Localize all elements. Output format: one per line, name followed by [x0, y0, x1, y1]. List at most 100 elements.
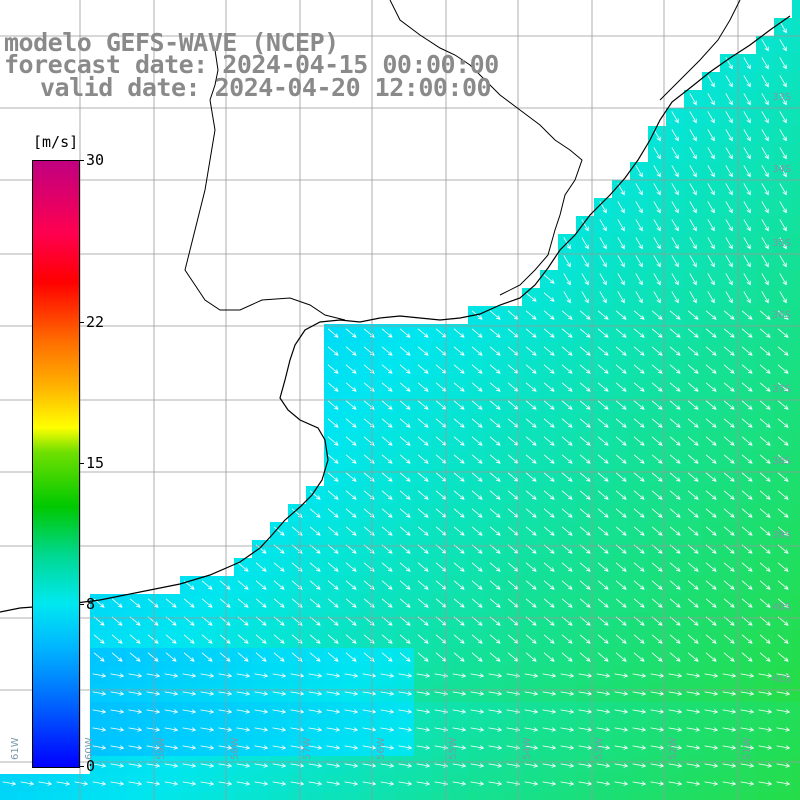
wind-arrow [689, 219, 697, 232]
wind-arrow [290, 781, 305, 786]
wind-arrow [471, 634, 483, 644]
colorbar-tick-mark [79, 604, 84, 606]
wind-arrow [777, 328, 789, 338]
wind-arrow [129, 634, 141, 644]
wind-arrow [381, 652, 393, 662]
wind-cell [648, 792, 667, 800]
wind-arrow [653, 219, 661, 232]
wind-arrow [759, 418, 771, 428]
wind-arrow [471, 346, 483, 356]
wind-arrow [581, 273, 589, 286]
wind-arrow [743, 237, 751, 250]
wind-arrow [254, 673, 269, 678]
wind-cell [792, 756, 800, 775]
wind-arrow [653, 255, 661, 268]
wind-arrow [146, 691, 161, 696]
wind-arrow [687, 598, 699, 608]
wind-arrow [596, 745, 611, 750]
wind-arrow [743, 165, 751, 178]
wind-arrow [668, 709, 683, 714]
wind-arrow [236, 673, 251, 678]
wind-arrow [165, 652, 177, 662]
wind-arrow [651, 436, 663, 446]
wind-arrow [471, 580, 483, 590]
wind-arrow [561, 562, 573, 572]
wind-arrow [345, 490, 357, 500]
wind-arrow [741, 562, 753, 572]
wind-arrow [344, 781, 359, 786]
wind-arrow [399, 328, 411, 338]
wind-arrow [761, 93, 769, 106]
wind-arrow [561, 328, 573, 338]
wind-cell [432, 792, 451, 800]
wind-cell [144, 792, 163, 800]
wind-arrow [563, 273, 571, 286]
wind-arrow [434, 763, 449, 768]
wind-arrow [741, 454, 753, 464]
wind-cell [18, 792, 37, 800]
wind-arrow [146, 673, 161, 678]
wind-arrow [759, 382, 771, 392]
wind-cell [180, 792, 199, 800]
wind-cell [792, 126, 800, 145]
wind-arrow [777, 472, 789, 482]
wind-cell [252, 792, 271, 800]
wind-arrow [309, 490, 321, 500]
wind-arrow [489, 472, 501, 482]
wind-arrow [579, 346, 591, 356]
wind-arrow [128, 673, 143, 678]
wind-arrow [650, 745, 665, 750]
wind-arrow [399, 472, 411, 482]
wind-arrow [471, 436, 483, 446]
wind-arrow [632, 709, 647, 714]
wind-arrow [759, 562, 771, 572]
wind-arrow [362, 745, 377, 750]
wind-arrow [272, 781, 287, 786]
wind-arrow [579, 436, 591, 446]
wind-arrow [525, 472, 537, 482]
wind-arrow [758, 691, 773, 696]
wind-arrow [779, 219, 787, 232]
wind-arrow [651, 328, 663, 338]
wind-arrow [651, 454, 663, 464]
wind-arrow [614, 727, 629, 732]
wind-arrow [146, 781, 161, 786]
wind-arrow [489, 400, 501, 410]
wind-arrow [686, 709, 701, 714]
wind-arrow [327, 490, 339, 500]
wind-arrow [398, 727, 413, 732]
wind-arrow [777, 562, 789, 572]
wind-arrow [453, 634, 465, 644]
wind-arrow [617, 291, 625, 304]
wind-arrow [218, 727, 233, 732]
wind-cell [792, 288, 800, 307]
wind-arrow [725, 183, 733, 196]
wind-arrow [650, 727, 665, 732]
wind-arrow [743, 57, 751, 70]
wind-arrow [635, 237, 643, 250]
wind-cell [792, 468, 800, 487]
wind-arrow [201, 598, 213, 608]
wind-arrow [777, 652, 789, 662]
wind-arrow [635, 183, 643, 196]
wind-arrow [92, 691, 107, 696]
wind-arrow [599, 273, 607, 286]
wind-cell [486, 792, 505, 800]
wind-arrow [669, 400, 681, 410]
longitude-label: 55W [448, 737, 459, 760]
longitude-label: 51W [742, 737, 753, 760]
wind-arrow [689, 183, 697, 196]
wind-arrow [669, 472, 681, 482]
wind-arrow [723, 580, 735, 590]
wind-arrow [399, 400, 411, 410]
wind-arrow [453, 328, 465, 338]
wind-arrow [308, 763, 323, 768]
colorbar-unit: [m/s] [33, 133, 79, 151]
wind-arrow [434, 673, 449, 678]
wind-arrow [777, 382, 789, 392]
wind-arrow [453, 382, 465, 392]
wind-arrow [183, 652, 195, 662]
wind-arrow [707, 93, 715, 106]
wind-arrow [219, 580, 231, 590]
wind-arrow [759, 364, 771, 374]
